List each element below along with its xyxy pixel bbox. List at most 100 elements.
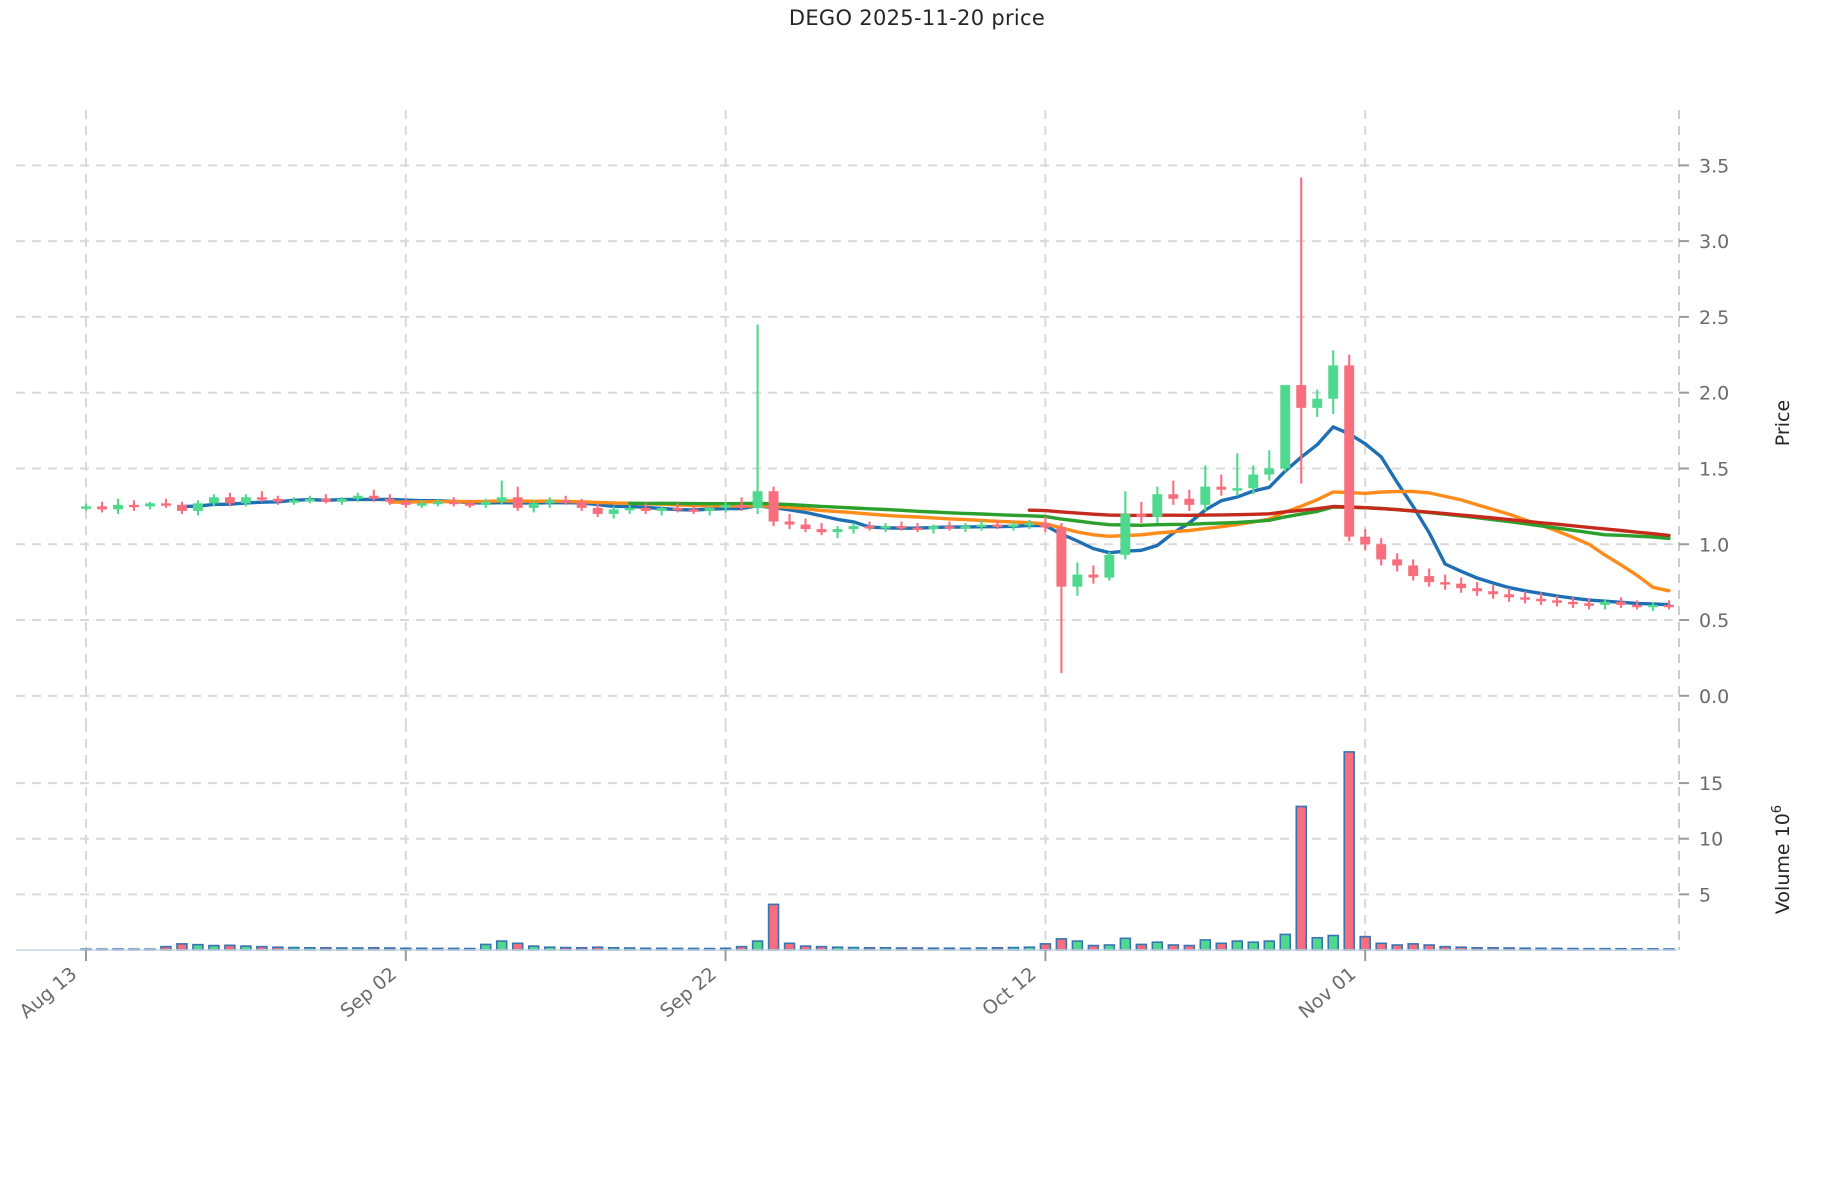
volume-bar [751, 940, 764, 951]
candle-body [1072, 574, 1083, 587]
volume-bar [1215, 942, 1228, 951]
candle-body [1568, 601, 1579, 605]
candle-body [1632, 604, 1642, 608]
price-tick-label: 0.5 [1699, 610, 1729, 632]
candle-body [1456, 583, 1467, 589]
candle-body [736, 504, 747, 508]
candle-body [1584, 603, 1595, 606]
candle-body [272, 498, 283, 502]
candle-body [864, 526, 875, 529]
candle-body [720, 504, 731, 508]
candle-body [1040, 523, 1051, 528]
candle-body [880, 526, 891, 529]
volume-axis-title: Volume 106 [1770, 805, 1794, 914]
candle-body [640, 507, 651, 511]
volume-layer [80, 751, 1675, 951]
axes-layer: 0.0 0.5 1.0 1.5 2.0 2.5 3.0 3.5 5 10 15 Aug 13 Sep 0… [15, 110, 1794, 1023]
candle-body [1504, 594, 1515, 598]
candle-body [752, 491, 763, 508]
candle-body [1120, 513, 1131, 555]
price-tick-label: 3.0 [1699, 231, 1729, 253]
candle-body [608, 509, 619, 514]
candle-body [256, 497, 267, 500]
candle-body [560, 500, 571, 503]
candle-body [1248, 474, 1259, 489]
price-tick-label: 3.5 [1699, 155, 1729, 177]
page-title: DEGO 2025-11-20 price [788, 6, 1046, 30]
volume-bar [1327, 934, 1339, 951]
volume-bar [1119, 937, 1132, 951]
candle-body [336, 498, 347, 502]
candle-body [992, 524, 1003, 527]
candle-body [1648, 604, 1658, 608]
candle-body [1616, 601, 1626, 605]
candle-body [1024, 523, 1035, 526]
volume-bar [1375, 942, 1387, 951]
x-tick-label: Sep 02 [336, 963, 401, 1022]
volume-bar [1311, 936, 1323, 951]
volume-bar [1343, 751, 1355, 951]
candle-body [624, 507, 635, 511]
volume-bar [511, 942, 524, 951]
candle-body [672, 507, 683, 511]
x-tick-label: Aug 13 [15, 963, 81, 1023]
price-tick-label: 2.0 [1699, 383, 1729, 405]
candle-body [192, 503, 203, 511]
candle-body [1536, 598, 1547, 602]
volume-bar [1263, 940, 1276, 951]
candle-body [1376, 544, 1387, 560]
candle-body [400, 501, 411, 505]
volume-bar [1295, 805, 1307, 951]
candle-body [576, 501, 587, 508]
volume-bar [1199, 939, 1212, 951]
moving-average-line-2 [628, 501, 1671, 541]
grid-layer [16, 110, 1677, 950]
candle-body [81, 506, 91, 509]
candle-body [496, 497, 507, 502]
candle-body [368, 495, 379, 499]
candle-body [1360, 536, 1371, 545]
candle-body [1008, 524, 1019, 527]
volume-bar [1247, 941, 1260, 951]
candle-body [656, 507, 667, 511]
volume-bar [1151, 941, 1164, 951]
candle-body [1312, 398, 1323, 408]
volume-bar [1231, 940, 1244, 951]
price-tick-label: 1.5 [1699, 458, 1729, 480]
candle-body [1600, 601, 1611, 605]
candle-body [1296, 385, 1307, 408]
candle-body [960, 526, 971, 529]
volume-tick-label: 10 [1699, 829, 1723, 851]
volume-bar [1279, 933, 1292, 951]
candle-body [528, 503, 539, 508]
candle-body [544, 500, 555, 504]
candle-body [1200, 486, 1211, 505]
candle-body [928, 526, 939, 530]
candle-body [1056, 527, 1067, 587]
candle-body [816, 529, 827, 533]
price-tick-label: 2.5 [1699, 307, 1729, 329]
volume-tick-label: 5 [1699, 884, 1711, 906]
candle-body [464, 503, 475, 506]
candle-body [1472, 588, 1483, 592]
candle-body [224, 497, 235, 504]
volume-bar [192, 943, 204, 951]
candle-body [176, 504, 187, 511]
candle-body [1408, 565, 1419, 577]
candlestick-layer [81, 177, 1674, 674]
candle-body [784, 521, 795, 525]
candle-body [129, 504, 139, 508]
candle-body [480, 501, 491, 505]
x-tick-label: Nov 01 [1295, 963, 1361, 1023]
candle-body [113, 504, 123, 510]
candle-body [976, 524, 987, 527]
price-tick-label: 0.0 [1699, 686, 1729, 708]
candle-body [1184, 498, 1195, 505]
candle-body [1488, 591, 1499, 595]
x-tick-label: Sep 22 [656, 963, 721, 1022]
volume-bar [1359, 935, 1371, 951]
volume-bar [767, 903, 780, 951]
candle-body [912, 527, 923, 530]
